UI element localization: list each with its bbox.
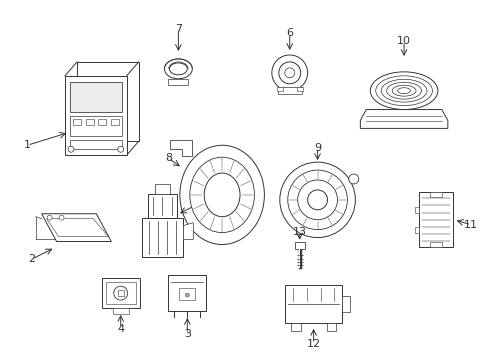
Bar bbox=[70, 116, 122, 136]
Text: 6: 6 bbox=[285, 28, 293, 38]
Ellipse shape bbox=[386, 82, 421, 99]
Ellipse shape bbox=[375, 76, 431, 105]
Bar bbox=[70, 140, 122, 149]
Bar bbox=[326, 323, 336, 331]
Ellipse shape bbox=[164, 59, 192, 79]
Ellipse shape bbox=[397, 88, 410, 94]
Bar bbox=[342, 296, 350, 312]
Ellipse shape bbox=[169, 63, 187, 75]
Bar bbox=[418, 192, 452, 247]
Bar bbox=[102, 278, 139, 308]
Circle shape bbox=[59, 215, 64, 220]
Polygon shape bbox=[46, 219, 108, 237]
Bar bbox=[154, 184, 170, 194]
Text: 3: 3 bbox=[183, 329, 190, 339]
Bar bbox=[429, 192, 441, 197]
Circle shape bbox=[297, 180, 337, 220]
Circle shape bbox=[114, 286, 127, 300]
Circle shape bbox=[348, 174, 358, 184]
Bar bbox=[142, 218, 183, 257]
Ellipse shape bbox=[189, 157, 254, 233]
Bar bbox=[105, 282, 135, 304]
Bar bbox=[111, 119, 119, 125]
Bar bbox=[277, 87, 301, 94]
Text: 1: 1 bbox=[24, 140, 31, 150]
Text: 2: 2 bbox=[28, 255, 35, 264]
Bar bbox=[147, 194, 177, 218]
Bar bbox=[65, 76, 126, 155]
Polygon shape bbox=[77, 62, 138, 141]
Circle shape bbox=[307, 190, 327, 210]
Bar bbox=[85, 119, 93, 125]
Circle shape bbox=[185, 293, 189, 297]
Circle shape bbox=[278, 62, 300, 84]
Bar bbox=[113, 308, 128, 314]
Text: 5: 5 bbox=[192, 200, 200, 210]
Text: 11: 11 bbox=[463, 220, 477, 230]
Bar bbox=[168, 275, 206, 311]
Ellipse shape bbox=[391, 85, 415, 96]
Bar bbox=[70, 82, 122, 112]
Polygon shape bbox=[183, 223, 193, 239]
Polygon shape bbox=[170, 140, 192, 156]
Text: 12: 12 bbox=[306, 339, 320, 349]
Text: 4: 4 bbox=[117, 324, 124, 334]
Polygon shape bbox=[360, 109, 447, 129]
Bar bbox=[179, 288, 195, 300]
Bar bbox=[168, 79, 188, 85]
Text: 10: 10 bbox=[396, 36, 410, 46]
Bar bbox=[276, 87, 282, 91]
Circle shape bbox=[287, 170, 346, 230]
Circle shape bbox=[284, 68, 294, 78]
Bar bbox=[98, 119, 106, 125]
Bar bbox=[414, 207, 418, 213]
Bar bbox=[294, 242, 304, 249]
Bar bbox=[73, 119, 81, 125]
Ellipse shape bbox=[180, 145, 264, 244]
Circle shape bbox=[271, 55, 307, 91]
Bar bbox=[296, 87, 302, 91]
Ellipse shape bbox=[381, 79, 426, 102]
Text: 13: 13 bbox=[292, 226, 306, 237]
Ellipse shape bbox=[204, 173, 240, 217]
Ellipse shape bbox=[369, 72, 437, 109]
Text: 8: 8 bbox=[164, 153, 172, 163]
Bar bbox=[118, 290, 123, 296]
Bar bbox=[414, 227, 418, 233]
Text: 9: 9 bbox=[313, 143, 321, 153]
Polygon shape bbox=[41, 214, 111, 242]
Circle shape bbox=[47, 215, 52, 220]
Text: 7: 7 bbox=[174, 24, 182, 34]
Circle shape bbox=[68, 146, 74, 152]
Bar bbox=[290, 323, 300, 331]
Circle shape bbox=[118, 146, 123, 152]
Bar bbox=[429, 242, 441, 247]
Circle shape bbox=[279, 162, 355, 238]
Bar bbox=[284, 285, 342, 323]
